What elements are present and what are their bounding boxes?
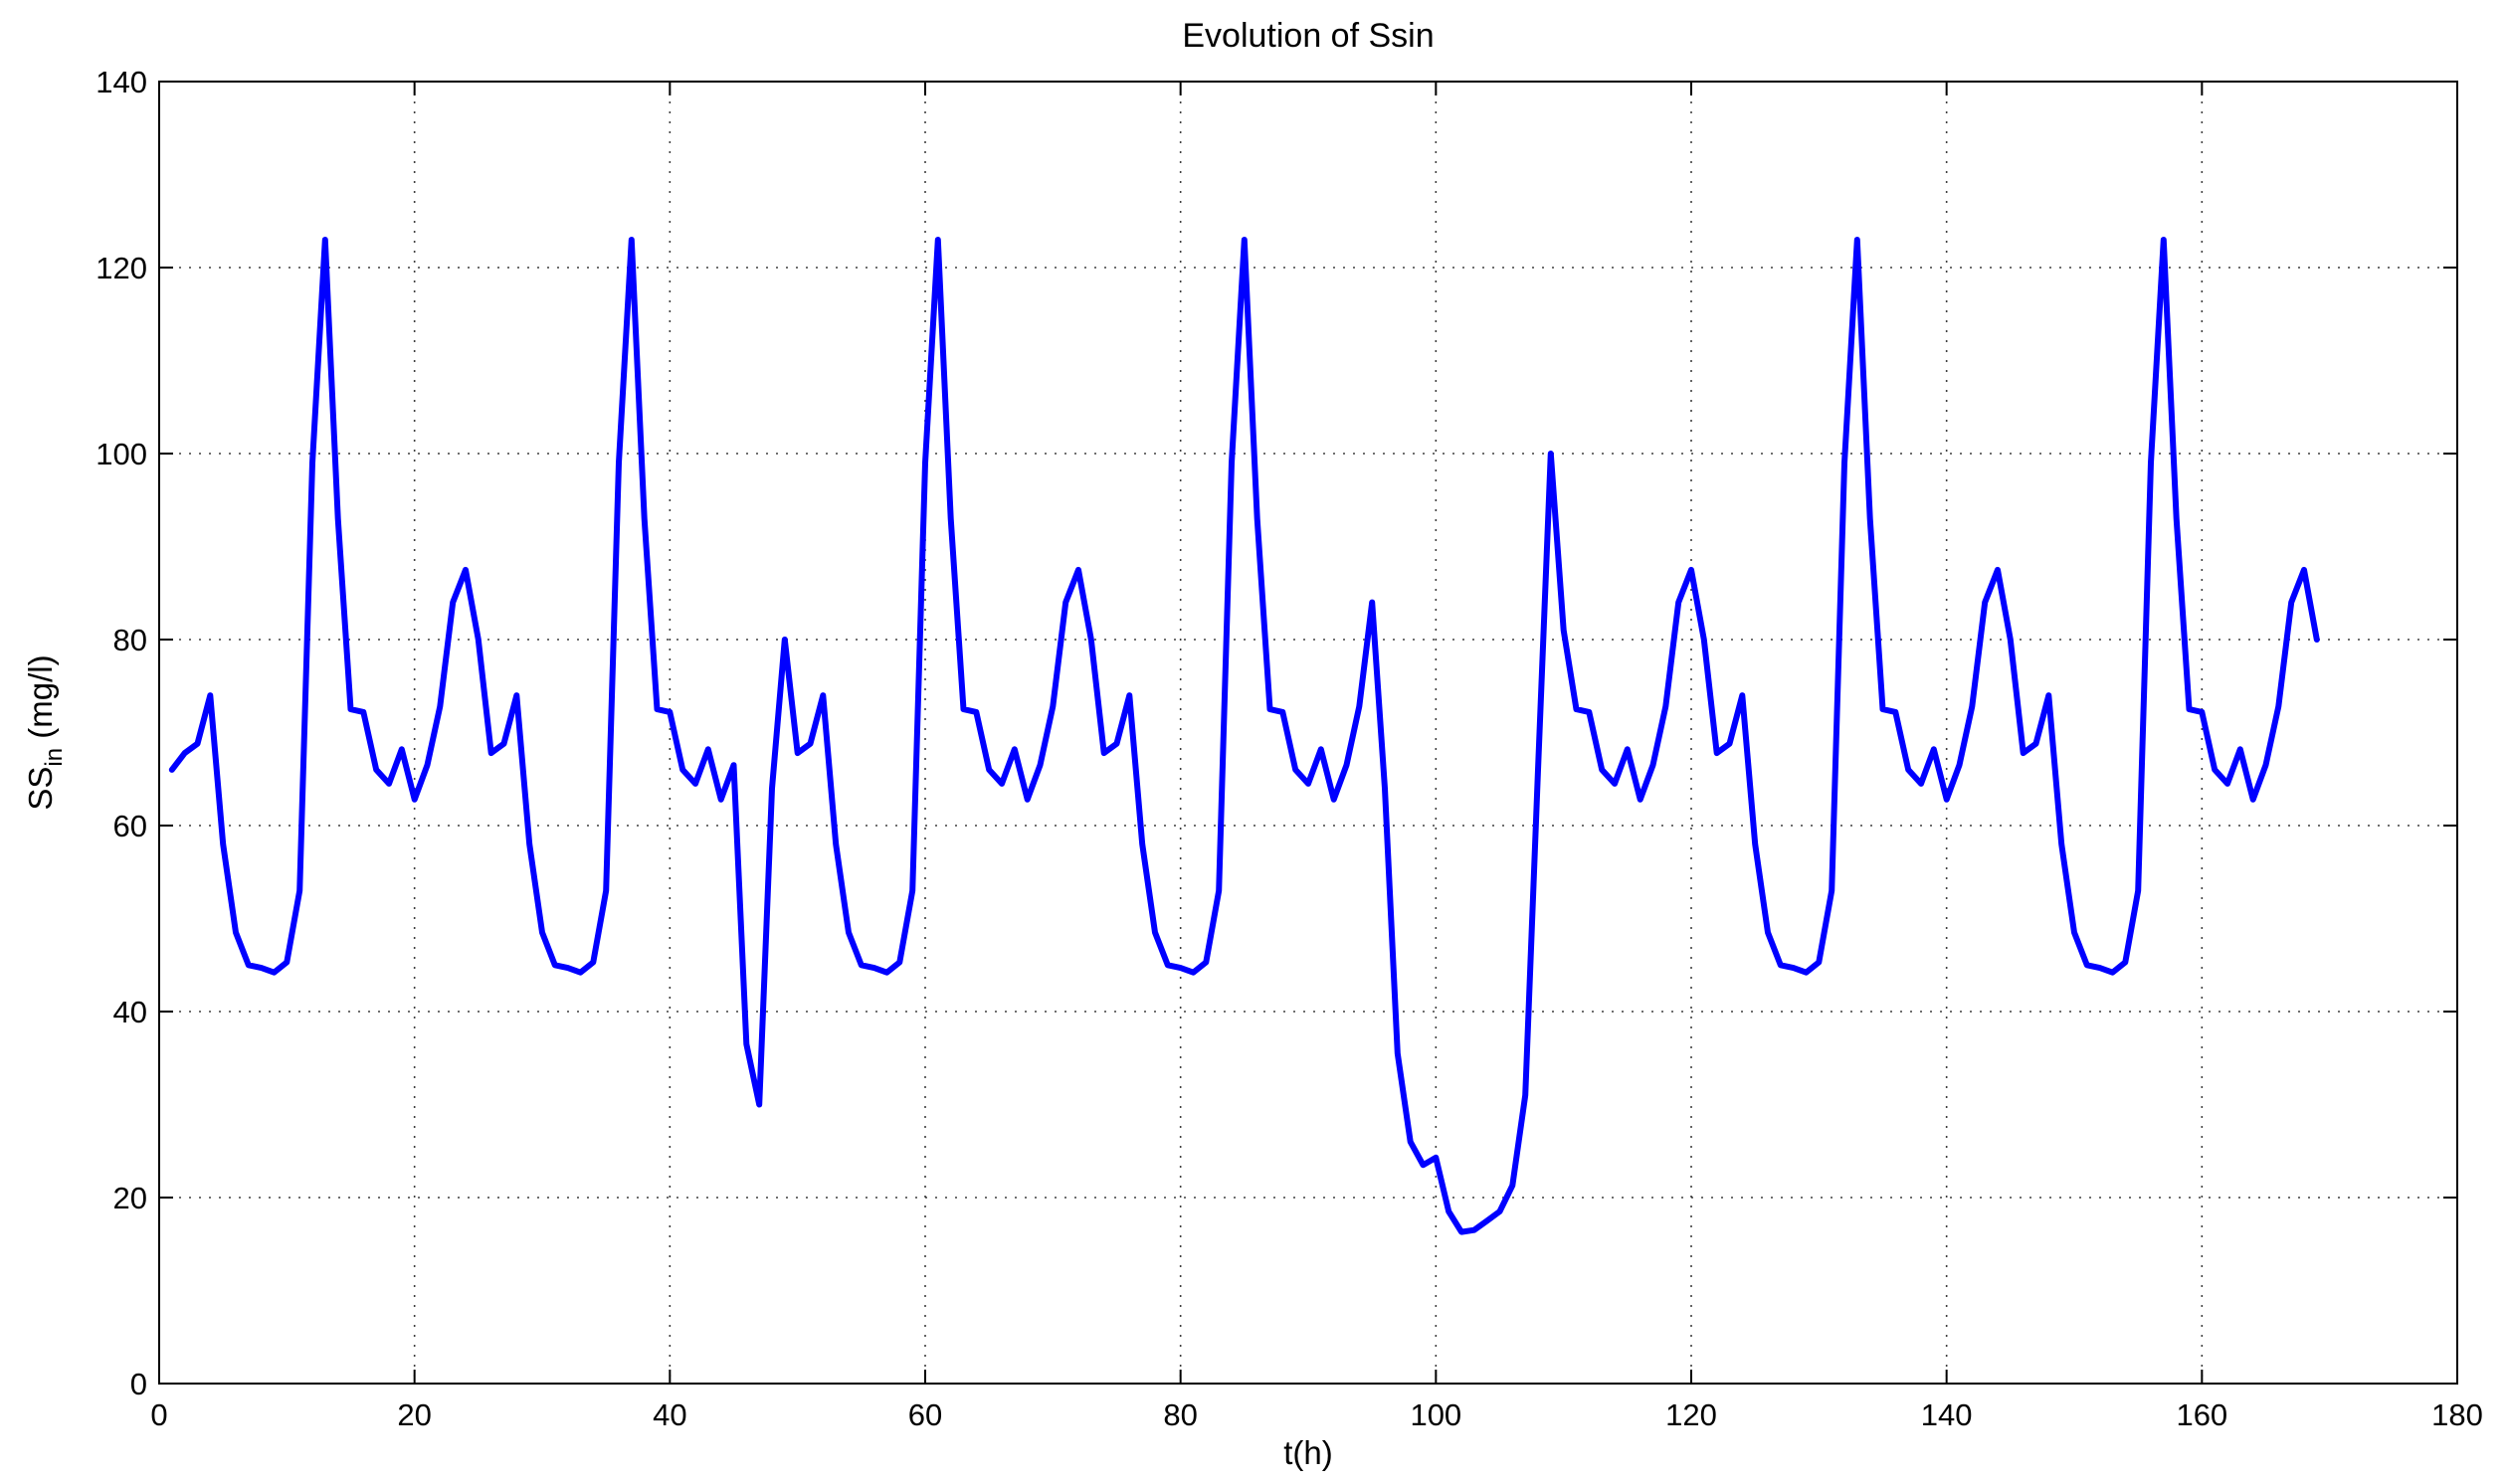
y-axis-label-main: SS	[22, 767, 59, 811]
x-tick-label: 140	[1921, 1397, 1973, 1432]
x-tick-label: 60	[908, 1397, 942, 1432]
y-tick-label: 120	[96, 251, 147, 285]
x-tick-label: 0	[150, 1397, 167, 1432]
axis-ticks: 0 20 40 60 80 100 120 140 160 180 0 20 40 60 80 100 120 1…	[96, 65, 2483, 1432]
plot-area-frame	[158, 81, 2458, 1385]
y-axis-label-unit: (mg/l)	[22, 654, 59, 748]
y-axis-label-subscript: in	[41, 748, 68, 767]
y-tick-label: 60	[113, 809, 147, 843]
series-line	[168, 237, 2320, 1235]
x-tick-label: 100	[1410, 1397, 1461, 1432]
y-tick-label: 100	[96, 437, 147, 471]
x-tick-label: 40	[653, 1397, 686, 1432]
y-axis-label: SSin (mg/l)	[22, 654, 68, 810]
y-tick-label: 40	[113, 995, 147, 1029]
x-tick-label: 160	[2176, 1397, 2227, 1432]
y-tick-label: 80	[113, 623, 147, 657]
y-tick-label: 140	[96, 65, 147, 99]
x-tick-label: 80	[1163, 1397, 1197, 1432]
x-tick-label: 20	[397, 1397, 431, 1432]
series-line-group	[168, 237, 2320, 1235]
x-tick-label: 180	[2431, 1397, 2483, 1432]
y-tick-label: 20	[113, 1181, 147, 1215]
chart-title: Evolution of Ssin	[1182, 17, 1434, 55]
y-tick-label: 0	[130, 1367, 147, 1401]
x-tick-label: 120	[1665, 1397, 1717, 1432]
x-axis-label: t(h)	[1283, 1434, 1333, 1471]
